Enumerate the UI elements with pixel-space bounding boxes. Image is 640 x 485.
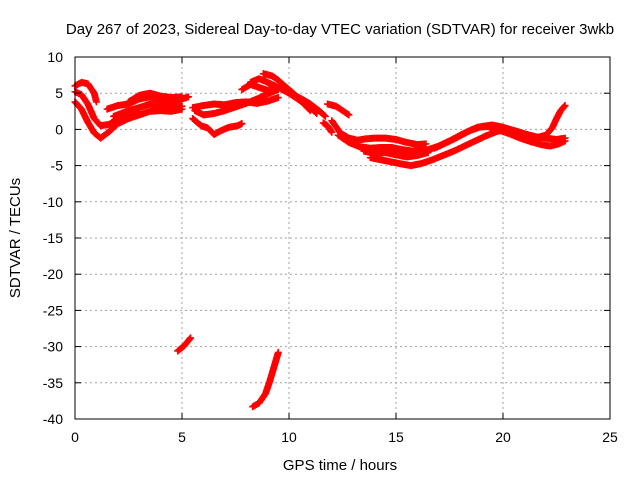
data-points xyxy=(71,70,569,411)
x-tick-label: 25 xyxy=(602,429,618,445)
y-axis-label: SDTVAR / TECUs xyxy=(7,178,24,298)
data-point-marker xyxy=(320,111,328,119)
y-tick-label: -10 xyxy=(43,194,63,210)
y-tick-label: -15 xyxy=(43,230,63,246)
x-tick-label: 5 xyxy=(178,429,186,445)
y-tick-label: -25 xyxy=(43,302,63,318)
series-arc7 xyxy=(189,94,282,112)
series-arc23 xyxy=(174,334,195,355)
x-axis-label: GPS time / hours xyxy=(283,457,397,474)
y-tick-label: 5 xyxy=(55,85,63,101)
series-arc16 xyxy=(328,117,430,149)
chart-title: Day 267 of 2023, Sidereal Day-to-day VTE… xyxy=(66,21,614,38)
data-point-marker xyxy=(422,140,430,148)
series-arc6 xyxy=(125,89,186,106)
series-arc5 xyxy=(110,100,186,120)
y-tick-label: 0 xyxy=(55,121,63,137)
y-tick-label: -5 xyxy=(51,158,64,174)
y-tick-label: -40 xyxy=(43,411,63,427)
y-tick-label: -20 xyxy=(43,266,63,282)
series-arc15 xyxy=(324,100,353,119)
data-point-marker xyxy=(560,103,568,111)
x-tick-label: 0 xyxy=(71,429,79,445)
data-point-marker xyxy=(328,128,336,136)
data-point-marker xyxy=(274,348,282,356)
data-point-marker xyxy=(92,98,100,106)
y-tick-label: -30 xyxy=(43,339,63,355)
axis-ticks: 0 5 10 15 20 25 10 5 0 -5 -10 -15 -20 -25 -30 -35 -40 xyxy=(43,49,618,445)
series-arc9 xyxy=(191,86,282,119)
data-point-marker xyxy=(178,102,186,110)
data-point-marker xyxy=(561,137,569,145)
x-tick-label: 10 xyxy=(281,429,297,445)
data-point-marker xyxy=(561,102,569,110)
data-point-marker xyxy=(305,106,313,114)
series-arc24 xyxy=(249,348,282,411)
series-arc13 xyxy=(279,86,329,120)
data-point-marker xyxy=(274,94,282,102)
series-arc22 xyxy=(510,102,569,142)
x-tick-label: 20 xyxy=(495,429,511,445)
y-tick-label: -35 xyxy=(43,375,63,391)
series-arc4 xyxy=(103,93,192,113)
data-point-marker xyxy=(187,334,195,342)
data-point-marker xyxy=(321,112,329,120)
series-arc14 xyxy=(319,119,336,136)
x-tick-label: 15 xyxy=(388,429,404,445)
series-arc8 xyxy=(189,115,246,138)
data-point-marker xyxy=(184,93,192,101)
series-arc17 xyxy=(334,131,428,156)
data-point-marker xyxy=(238,120,246,128)
data-point-marker xyxy=(186,335,194,343)
y-tick-label: 10 xyxy=(47,49,63,65)
data-point-marker xyxy=(178,93,186,101)
data-point-marker xyxy=(306,107,314,115)
data-point-marker xyxy=(345,111,353,119)
